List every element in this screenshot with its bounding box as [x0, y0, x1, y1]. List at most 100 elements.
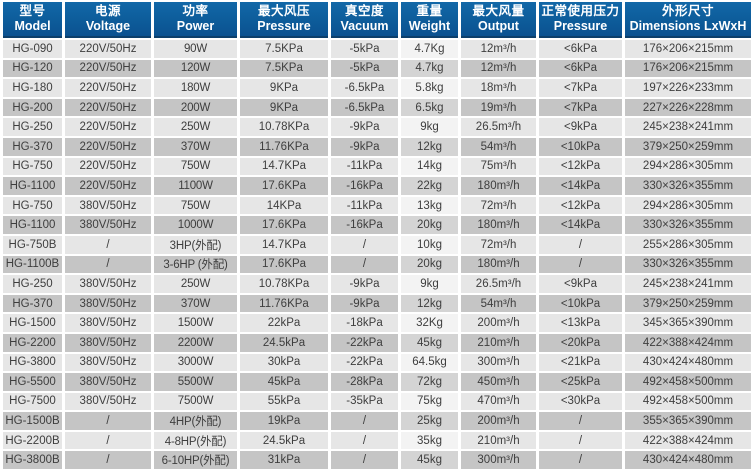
cell: 176×206×215mm [625, 40, 751, 58]
cell: <7kPa [539, 79, 622, 97]
cell: -9kPa [331, 118, 398, 136]
cell: 64.5kg [401, 353, 458, 372]
cell: 35kg [401, 431, 458, 450]
table-row-hg-1100: HG-1100 220V/50Hz 1100W 17.6KPa -16kPa 22kg 18… [3, 177, 751, 195]
column-label-en: Model [14, 19, 51, 33]
cell: 380V/50Hz [65, 333, 151, 352]
cell: 10kg [401, 235, 458, 254]
column-header-6-output: 最大风量 Output [461, 2, 536, 38]
column-header-7-pressure: 正常使用压力 Pressure [539, 2, 622, 38]
cell: 300m³/h [461, 353, 536, 372]
cell: / [331, 255, 398, 274]
cell: 18m³/h [461, 79, 536, 97]
cell: 750W [154, 157, 237, 176]
table-row-hg-3800b: HG-3800B/6-10HP(外配) 31kPa/45kg 300m³/h/430… [3, 451, 751, 470]
cell: HG-1500B [3, 412, 62, 430]
cell: 32Kg [401, 314, 458, 332]
cell: 220V/50Hz [65, 59, 151, 78]
cell: -11kPa [331, 196, 398, 215]
table-row-hg-5500: HG-5500 380V/50Hz 5500W 45kPa -28kPa 72kg 450m… [3, 373, 751, 391]
header-row: 型号 Model 电源 Voltage 功率 Power 最大风压 Pressure 真空度 Va… [3, 2, 751, 38]
cell: 180m³/h [461, 177, 536, 195]
cell: HG-3800 [3, 353, 62, 372]
cell: 10.78KPa [240, 118, 328, 136]
cell: -6.5kPa [331, 79, 398, 97]
cell: 10.78KPa [240, 275, 328, 293]
table-row-hg-7500: HG-7500 380V/50Hz 7500W 55kPa -35kPa 75kg 470m… [3, 392, 751, 411]
cell: 45kg [401, 333, 458, 352]
cell: 14KPa [240, 196, 328, 215]
cell: <9kPa [539, 118, 622, 136]
cell: 370W [154, 137, 237, 156]
cell: 20kg [401, 216, 458, 234]
cell: 180m³/h [461, 216, 536, 234]
cell: 14kg [401, 157, 458, 176]
cell: 3000W [154, 353, 237, 372]
cell: 250W [154, 118, 237, 136]
cell: 45kg [401, 451, 458, 470]
cell: HG-200 [3, 98, 62, 117]
cell: 197×226×233mm [625, 79, 751, 97]
cell: 422×388×424mm [625, 333, 751, 352]
cell: 220V/50Hz [65, 40, 151, 58]
column-label-cn: 重量 [416, 4, 443, 18]
cell: 380V/50Hz [65, 392, 151, 411]
cell: 72kg [401, 373, 458, 391]
cell: HG-250 [3, 118, 62, 136]
table-row-hg-180: HG-180 220V/50Hz 180W 9KPa -6.5kPa 5.8kg 18m³/… [3, 79, 751, 97]
cell: 294×286×305mm [625, 157, 751, 176]
cell: 470m³/h [461, 392, 536, 411]
cell: 120W [154, 59, 237, 78]
column-header-2-power: 功率 Power [154, 2, 237, 38]
cell: 379×250×259mm [625, 294, 751, 313]
cell: <10kPa [539, 137, 622, 156]
cell: 4.7kg [401, 59, 458, 78]
cell: 45kPa [240, 373, 328, 391]
cell: HG-750B [3, 235, 62, 254]
cell: / [331, 412, 398, 430]
cell: HG-2200 [3, 333, 62, 352]
cell: 380V/50Hz [65, 196, 151, 215]
cell: 7.5KPa [240, 40, 328, 58]
cell: 17.6KPa [240, 255, 328, 274]
cell: 12kg [401, 294, 458, 313]
cell: -35kPa [331, 392, 398, 411]
table-row-hg-370: HG-370 380V/50Hz 370W 11.76KPa -9kPa 12kg 54m³… [3, 294, 751, 313]
cell: -22kPa [331, 333, 398, 352]
cell: 72m³/h [461, 235, 536, 254]
table-row-hg-250: HG-250 380V/50Hz 250W 10.78KPa -9kPa 9kg 26.5m… [3, 275, 751, 293]
cell: 12m³/h [461, 59, 536, 78]
cell: 14.7KPa [240, 235, 328, 254]
cell: 26.5m³/h [461, 275, 536, 293]
cell: 355×365×390mm [625, 412, 751, 430]
cell: 26.5m³/h [461, 118, 536, 136]
cell: -28kPa [331, 373, 398, 391]
column-header-0-model: 型号 Model [3, 2, 62, 38]
column-label-en: Pressure [553, 19, 608, 33]
table-row-hg-250: HG-250 220V/50Hz 250W 10.78KPa -9kPa 9kg 26.5m… [3, 118, 751, 136]
cell: 24.5kPa [240, 431, 328, 450]
cell: 220V/50Hz [65, 79, 151, 97]
cell: 380V/50Hz [65, 294, 151, 313]
cell: 430×424×480mm [625, 451, 751, 470]
cell: 5.8kg [401, 79, 458, 97]
cell: / [65, 451, 151, 470]
cell: HG-370 [3, 294, 62, 313]
column-label-cn: 型号 [19, 4, 46, 18]
cell: HG-7500 [3, 392, 62, 411]
cell: 345×365×390mm [625, 314, 751, 332]
cell: 3HP(外配) [154, 235, 237, 254]
column-label-en: Pressure [257, 19, 311, 33]
cell: 22kg [401, 177, 458, 195]
cell: HG-1100 [3, 177, 62, 195]
cell: 430×424×480mm [625, 353, 751, 372]
cell: 4HP(外配) [154, 412, 237, 430]
cell: 75kg [401, 392, 458, 411]
table-row-hg-090: HG-090 220V/50Hz 90W 7.5KPa -5kPa 4.7Kg 12m³/h… [3, 40, 751, 58]
cell: <14kPa [539, 177, 622, 195]
table-row-hg-750b: HG-750B/3HP(外配) 14.7KPa/10kg 72m³/h/255×28… [3, 235, 751, 254]
cell: 200m³/h [461, 314, 536, 332]
cell: 55kPa [240, 392, 328, 411]
cell: 180W [154, 79, 237, 97]
